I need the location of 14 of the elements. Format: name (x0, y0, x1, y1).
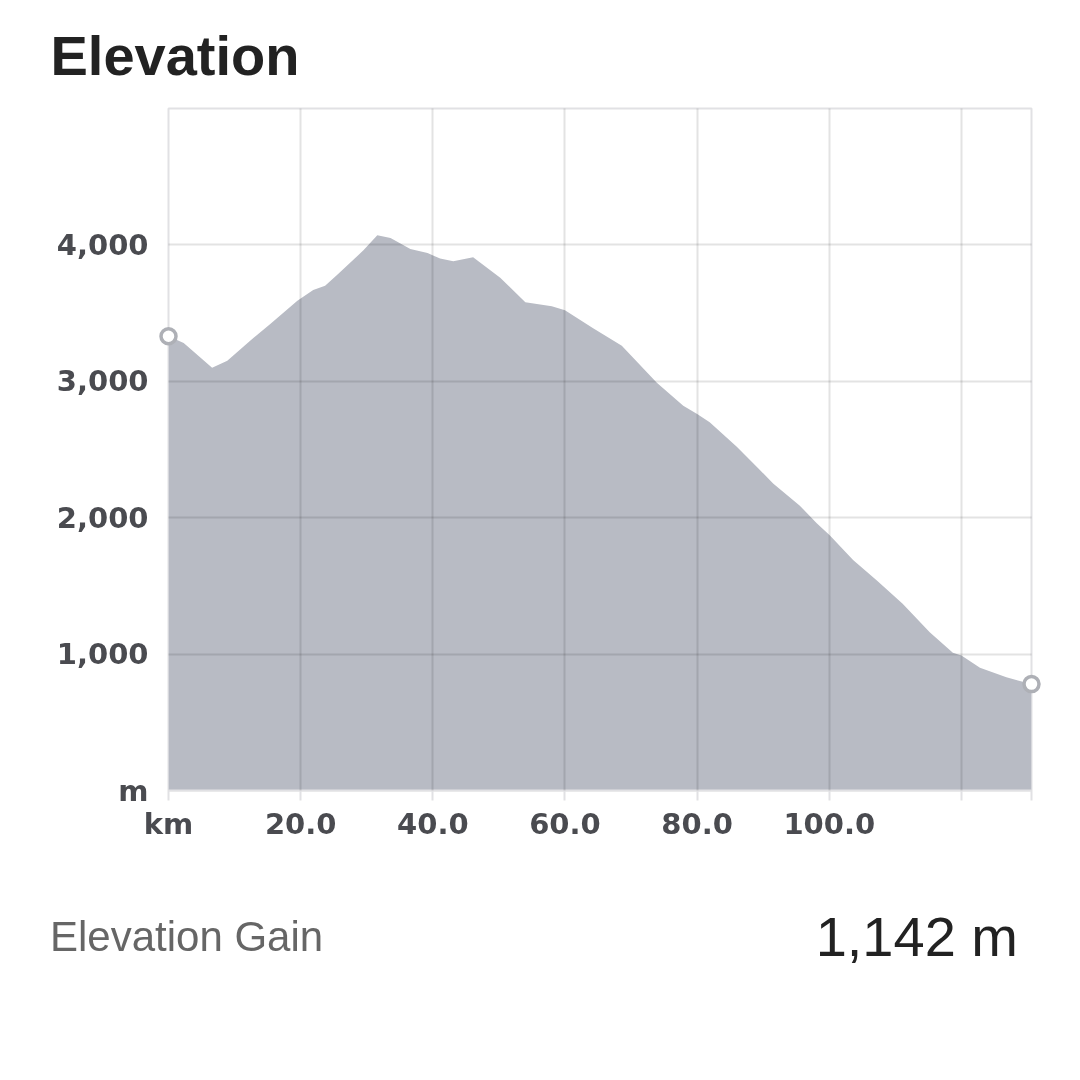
y-tick-label: 4,000 (56, 227, 149, 262)
x-tick-label: 20.0 (264, 806, 337, 841)
text: Elevation Gain (50, 912, 324, 962)
x-tick-label: 100.0 (783, 806, 876, 841)
y-tick-label: 1,000 (56, 637, 149, 672)
x-tick-label: km (143, 806, 194, 841)
y-tick-label: m (118, 773, 149, 808)
text: 1,142 m (815, 904, 1018, 970)
y-tick-label: 3,000 (56, 364, 149, 399)
y-tick-label: 2,000 (56, 500, 149, 535)
x-tick-label: 60.0 (529, 806, 601, 841)
chart-title: Elevation (50, 23, 300, 87)
x-tick-label: 40.0 (397, 806, 469, 841)
x-tick-label: 80.0 (661, 806, 733, 841)
